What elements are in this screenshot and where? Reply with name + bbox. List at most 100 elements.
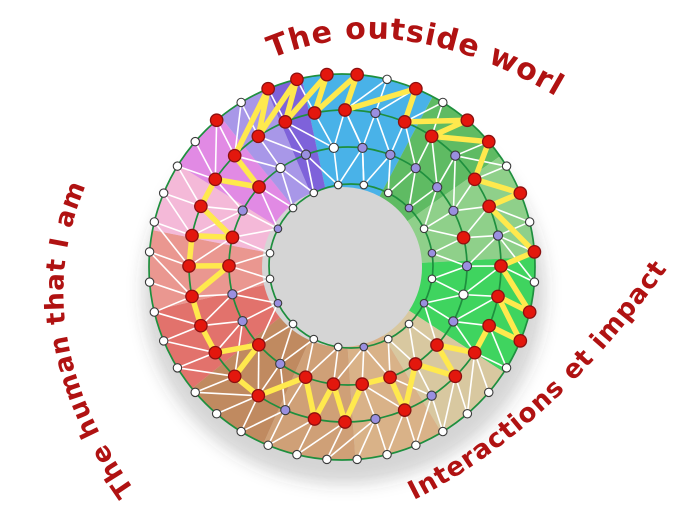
node[interactable]	[501, 363, 512, 373]
node-selected[interactable]	[383, 370, 397, 385]
node-selected[interactable]	[208, 172, 223, 187]
node[interactable]	[404, 319, 414, 329]
node-selected[interactable]	[467, 345, 482, 360]
node[interactable]	[265, 248, 275, 258]
node[interactable]	[411, 440, 421, 451]
node[interactable]	[427, 248, 437, 258]
node[interactable]	[328, 142, 339, 153]
node[interactable]	[419, 298, 429, 308]
node[interactable]	[359, 180, 369, 190]
node[interactable]	[273, 224, 283, 234]
node-selected[interactable]	[194, 318, 208, 333]
node[interactable]	[524, 217, 535, 227]
node-selected[interactable]	[320, 67, 334, 82]
node-selected[interactable]	[252, 180, 266, 194]
node[interactable]	[333, 342, 343, 352]
node[interactable]	[288, 319, 298, 329]
node-selected[interactable]	[185, 228, 199, 243]
node[interactable]	[427, 274, 437, 284]
node-selected[interactable]	[290, 72, 304, 87]
node[interactable]	[450, 150, 461, 161]
node[interactable]	[292, 449, 302, 460]
node-selected[interactable]	[513, 334, 528, 348]
node-selected[interactable]	[424, 129, 439, 144]
node-selected[interactable]	[251, 129, 266, 144]
node-selected[interactable]	[527, 245, 542, 259]
node[interactable]	[370, 413, 381, 425]
node[interactable]	[448, 205, 459, 216]
node[interactable]	[461, 261, 473, 272]
node[interactable]	[410, 163, 421, 174]
node-selected[interactable]	[251, 337, 266, 352]
node[interactable]	[263, 440, 273, 451]
node-selected[interactable]	[350, 67, 364, 82]
node-selected[interactable]	[513, 186, 528, 200]
node[interactable]	[149, 217, 160, 227]
node[interactable]	[211, 409, 222, 419]
node-selected[interactable]	[448, 369, 463, 384]
node[interactable]	[492, 230, 504, 241]
node-selected[interactable]	[338, 415, 352, 429]
node[interactable]	[227, 289, 238, 300]
node-selected[interactable]	[326, 377, 341, 391]
node-selected[interactable]	[397, 115, 412, 129]
node[interactable]	[275, 162, 286, 174]
node[interactable]	[236, 426, 246, 437]
node[interactable]	[309, 334, 319, 344]
node-selected[interactable]	[430, 338, 444, 352]
node[interactable]	[144, 277, 155, 287]
node-selected[interactable]	[338, 103, 352, 117]
node-selected[interactable]	[482, 318, 496, 333]
node[interactable]	[432, 182, 443, 193]
node[interactable]	[280, 404, 291, 416]
node[interactable]	[382, 449, 392, 460]
node-selected[interactable]	[408, 357, 423, 371]
node-selected[interactable]	[227, 369, 242, 384]
node[interactable]	[529, 277, 540, 287]
node[interactable]	[484, 387, 494, 398]
node-selected[interactable]	[307, 106, 322, 120]
node[interactable]	[172, 161, 183, 171]
node-selected[interactable]	[491, 289, 505, 304]
node[interactable]	[158, 336, 169, 346]
node-selected[interactable]	[298, 370, 313, 385]
node-selected[interactable]	[225, 230, 240, 245]
node-selected[interactable]	[261, 81, 275, 96]
node[interactable]	[300, 149, 312, 160]
node[interactable]	[265, 274, 275, 284]
node-selected[interactable]	[481, 134, 496, 149]
node[interactable]	[236, 97, 246, 108]
node-selected[interactable]	[194, 199, 208, 214]
node[interactable]	[288, 203, 298, 213]
node-selected[interactable]	[522, 305, 537, 319]
node[interactable]	[426, 390, 437, 401]
node[interactable]	[404, 203, 414, 213]
node-selected[interactable]	[494, 259, 508, 273]
node[interactable]	[462, 409, 473, 419]
node-selected[interactable]	[278, 115, 293, 129]
node[interactable]	[333, 180, 343, 190]
node[interactable]	[275, 358, 286, 369]
node[interactable]	[448, 316, 459, 327]
node[interactable]	[190, 387, 200, 398]
node[interactable]	[237, 205, 248, 216]
node[interactable]	[190, 136, 200, 147]
node[interactable]	[309, 188, 319, 198]
node[interactable]	[383, 188, 393, 198]
node[interactable]	[172, 363, 183, 373]
node-selected[interactable]	[467, 172, 482, 187]
node-selected[interactable]	[222, 258, 236, 273]
node[interactable]	[357, 142, 368, 154]
node[interactable]	[273, 298, 283, 308]
node[interactable]	[352, 454, 362, 465]
node[interactable]	[237, 316, 248, 327]
node[interactable]	[501, 161, 512, 171]
node-selected[interactable]	[185, 289, 199, 304]
node[interactable]	[149, 307, 160, 317]
node[interactable]	[385, 149, 396, 160]
node[interactable]	[419, 224, 429, 234]
node[interactable]	[370, 107, 381, 119]
node-selected[interactable]	[227, 148, 242, 163]
node-selected[interactable]	[456, 230, 471, 245]
node-selected[interactable]	[397, 403, 412, 417]
